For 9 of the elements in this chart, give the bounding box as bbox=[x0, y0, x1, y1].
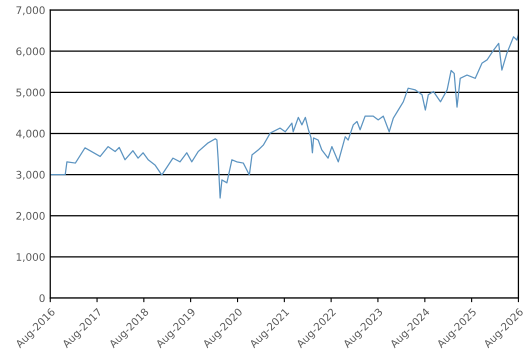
y-tick-label: 1,000 bbox=[16, 253, 45, 262]
y-tick-label: 3,000 bbox=[16, 170, 45, 180]
y-tick-label: 6,000 bbox=[16, 47, 45, 56]
y-tick-label: 4,000 bbox=[16, 130, 45, 139]
y-tick-label: 5,000 bbox=[16, 88, 45, 98]
line-series bbox=[50, 34, 518, 199]
y-tick-label: 7,000 bbox=[16, 6, 45, 16]
y-tick-label: 0 bbox=[39, 294, 45, 302]
y-tick-label: 2,000 bbox=[16, 212, 45, 221]
